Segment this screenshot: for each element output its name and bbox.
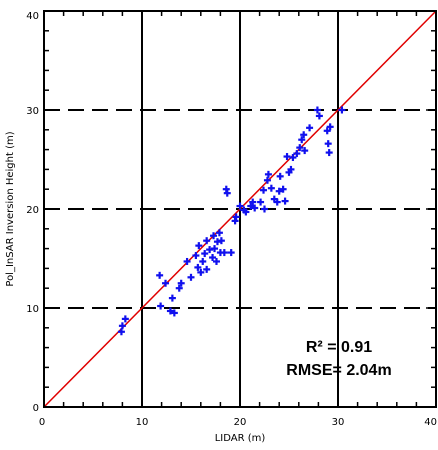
data-point — [183, 257, 191, 265]
data-point — [315, 112, 323, 120]
y-tick-label: 40 — [26, 11, 39, 22]
data-point — [199, 257, 207, 265]
x-axis-title: LIDAR (m) — [215, 433, 266, 444]
data-point — [249, 198, 257, 206]
data-point — [260, 186, 268, 194]
data-points — [117, 106, 346, 336]
x-tick-label: 10 — [136, 417, 149, 428]
data-point — [220, 249, 228, 257]
data-point — [301, 147, 309, 155]
data-point — [326, 123, 334, 131]
y-tick-label: 30 — [26, 106, 39, 117]
data-point — [293, 150, 301, 158]
data-point — [215, 229, 223, 237]
data-point — [217, 237, 225, 245]
r-squared-label: R² = 0.91 — [306, 339, 372, 356]
x-tick-label: 0 — [39, 417, 45, 428]
data-point — [300, 131, 308, 139]
data-point — [263, 176, 271, 184]
x-tick-label: 20 — [234, 417, 247, 428]
data-point — [166, 307, 174, 315]
data-point — [242, 208, 250, 216]
data-point — [287, 165, 295, 173]
data-point — [156, 271, 164, 279]
data-point — [279, 185, 287, 193]
y-tick-label: 10 — [26, 304, 39, 315]
data-point — [313, 106, 321, 114]
data-point — [203, 237, 211, 245]
data-point — [118, 322, 126, 330]
data-point — [197, 268, 205, 276]
data-point — [194, 263, 202, 271]
data-point — [267, 184, 275, 192]
data-point — [276, 172, 284, 180]
y-axis-title: Pol_InSAR Inversion Height (m) — [5, 131, 16, 286]
data-point — [212, 257, 220, 265]
data-point — [203, 265, 211, 273]
data-point — [257, 198, 265, 206]
data-point — [338, 106, 346, 114]
data-point — [187, 273, 195, 281]
data-point — [175, 284, 183, 292]
data-point — [323, 127, 331, 135]
data-point — [283, 153, 291, 161]
data-point — [273, 198, 281, 206]
data-point — [195, 242, 203, 250]
data-point — [251, 204, 259, 212]
data-point — [261, 205, 268, 213]
axis-ticks — [43, 10, 437, 408]
data-point — [121, 315, 129, 323]
data-point — [232, 213, 240, 221]
tick-labels: 0 10 20 30 40 0 10 20 30 40 — [26, 11, 437, 428]
x-tick-label: 40 — [424, 417, 437, 428]
data-point — [210, 232, 218, 240]
data-point — [162, 279, 170, 287]
data-point — [275, 187, 283, 195]
data-point — [170, 309, 178, 317]
data-point — [298, 136, 306, 144]
data-point — [117, 328, 125, 336]
data-point — [211, 245, 219, 253]
data-point — [168, 294, 176, 302]
data-point — [201, 250, 209, 258]
data-point — [289, 154, 297, 162]
data-point — [223, 189, 231, 197]
data-point — [192, 252, 200, 260]
data-point — [325, 149, 333, 157]
data-point — [324, 140, 332, 148]
y-tick-label: 0 — [33, 403, 39, 414]
data-point — [227, 249, 235, 257]
data-point — [281, 197, 289, 205]
data-point — [296, 144, 304, 152]
data-point — [264, 170, 272, 178]
rmse-label: RMSE= 2.04m — [286, 362, 391, 379]
data-point — [247, 202, 255, 210]
y-tick-label: 20 — [26, 205, 39, 216]
data-point — [209, 254, 217, 262]
data-point — [236, 202, 244, 210]
data-point — [306, 124, 314, 132]
data-point — [157, 302, 165, 310]
x-tick-label: 30 — [332, 417, 345, 428]
data-point — [177, 279, 185, 287]
